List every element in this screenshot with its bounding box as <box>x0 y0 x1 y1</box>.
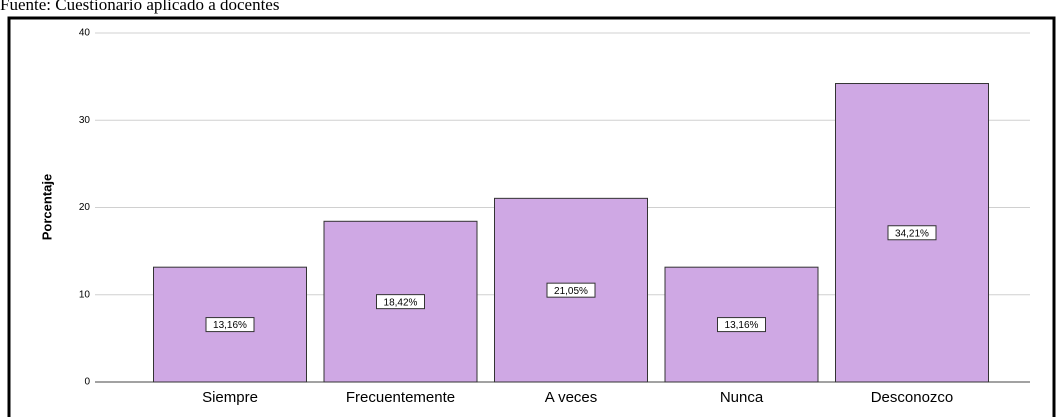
value-label: 34,21% <box>895 228 929 239</box>
value-label: 21,05% <box>554 286 588 297</box>
value-label: 18,42% <box>384 297 418 308</box>
y-tick-label: 10 <box>79 289 91 300</box>
value-label-box <box>717 317 766 333</box>
value-label: 13,16% <box>213 320 247 331</box>
value-label-box <box>205 317 255 333</box>
source-note: Fuente: Cuestionario aplicado a docentes <box>0 0 279 14</box>
y-tick-label: 20 <box>79 202 91 213</box>
value-label-box <box>376 294 425 310</box>
value-label-box <box>887 225 937 241</box>
y-tick-label: 0 <box>84 377 90 388</box>
value-label-box <box>546 282 596 298</box>
value-label: 13,16% <box>725 320 759 331</box>
frame <box>7 16 1056 417</box>
y-axis-label: Porcentaje <box>39 174 54 240</box>
x-tick-label: Desconozco <box>871 389 954 406</box>
y-tick-label: 40 <box>79 28 91 39</box>
y-tick-label: 30 <box>79 115 91 126</box>
x-tick-label: Siempre <box>202 389 258 406</box>
x-tick-label: Frecuentemente <box>346 389 455 406</box>
x-tick-label: Nunca <box>720 389 764 406</box>
x-tick-label: A veces <box>545 389 598 406</box>
